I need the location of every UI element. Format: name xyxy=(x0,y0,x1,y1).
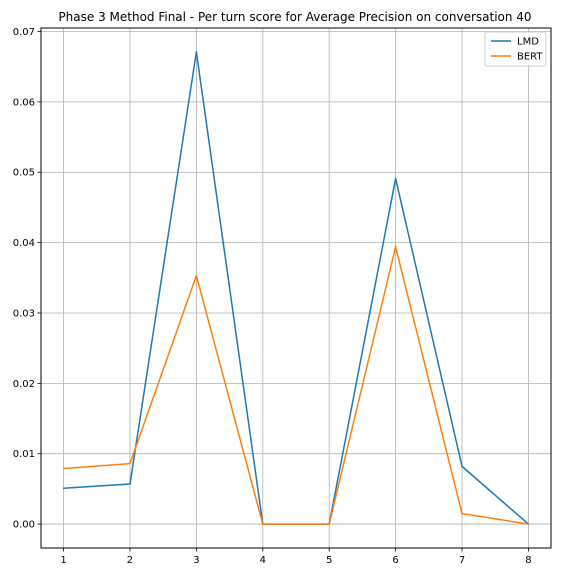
series-segment-bert xyxy=(62,462,131,470)
series-lines xyxy=(62,51,530,525)
series-segment-bert xyxy=(328,246,397,525)
series-segment-bert xyxy=(394,246,463,515)
grid xyxy=(41,28,551,548)
y-tick-label: 0.04 xyxy=(13,238,35,249)
series-segment-lmd xyxy=(328,177,397,525)
legend-label-bert: BERT xyxy=(517,52,543,63)
legend: LMD BERT xyxy=(484,31,547,67)
y-tick-label: 0.06 xyxy=(13,97,35,108)
series-segment-bert xyxy=(129,274,198,465)
plot-frame xyxy=(40,27,552,549)
axis-ticks: 1 2 3 4 5 6 7 8 0.00 0.01 0.02 0.03 0.04 0.05 0.06 0.07 xyxy=(13,27,532,566)
y-tick-label: 0.07 xyxy=(13,27,35,38)
x-tick-label: 6 xyxy=(392,555,398,566)
x-tick-label: 4 xyxy=(260,555,266,566)
series-segment-lmd xyxy=(394,177,463,468)
x-tick-label: 3 xyxy=(193,555,199,566)
legend-label-lmd: LMD xyxy=(517,37,539,48)
series-segment-lmd xyxy=(129,51,198,485)
x-tick-label: 2 xyxy=(127,555,133,566)
y-tick-label: 0.01 xyxy=(13,449,35,460)
series-lmd xyxy=(62,51,530,525)
series-segment-lmd xyxy=(62,483,131,489)
y-tick-label: 0.00 xyxy=(13,520,35,531)
series-segment-lmd xyxy=(461,465,530,525)
chart-title: Phase 3 Method Final - Per turn score fo… xyxy=(58,10,531,24)
series-bert xyxy=(62,246,530,525)
x-tick-label: 1 xyxy=(60,555,66,566)
y-tick-label: 0.03 xyxy=(13,308,35,319)
series-segment-lmd xyxy=(195,51,264,525)
series-segment-bert xyxy=(195,274,264,525)
x-tick-label: 5 xyxy=(326,555,332,566)
series-segment-bert xyxy=(461,512,530,525)
y-tick-label: 0.05 xyxy=(13,168,35,179)
y-tick-label: 0.02 xyxy=(13,379,35,390)
x-tick-label: 8 xyxy=(525,555,531,566)
x-tick-label: 7 xyxy=(459,555,465,566)
